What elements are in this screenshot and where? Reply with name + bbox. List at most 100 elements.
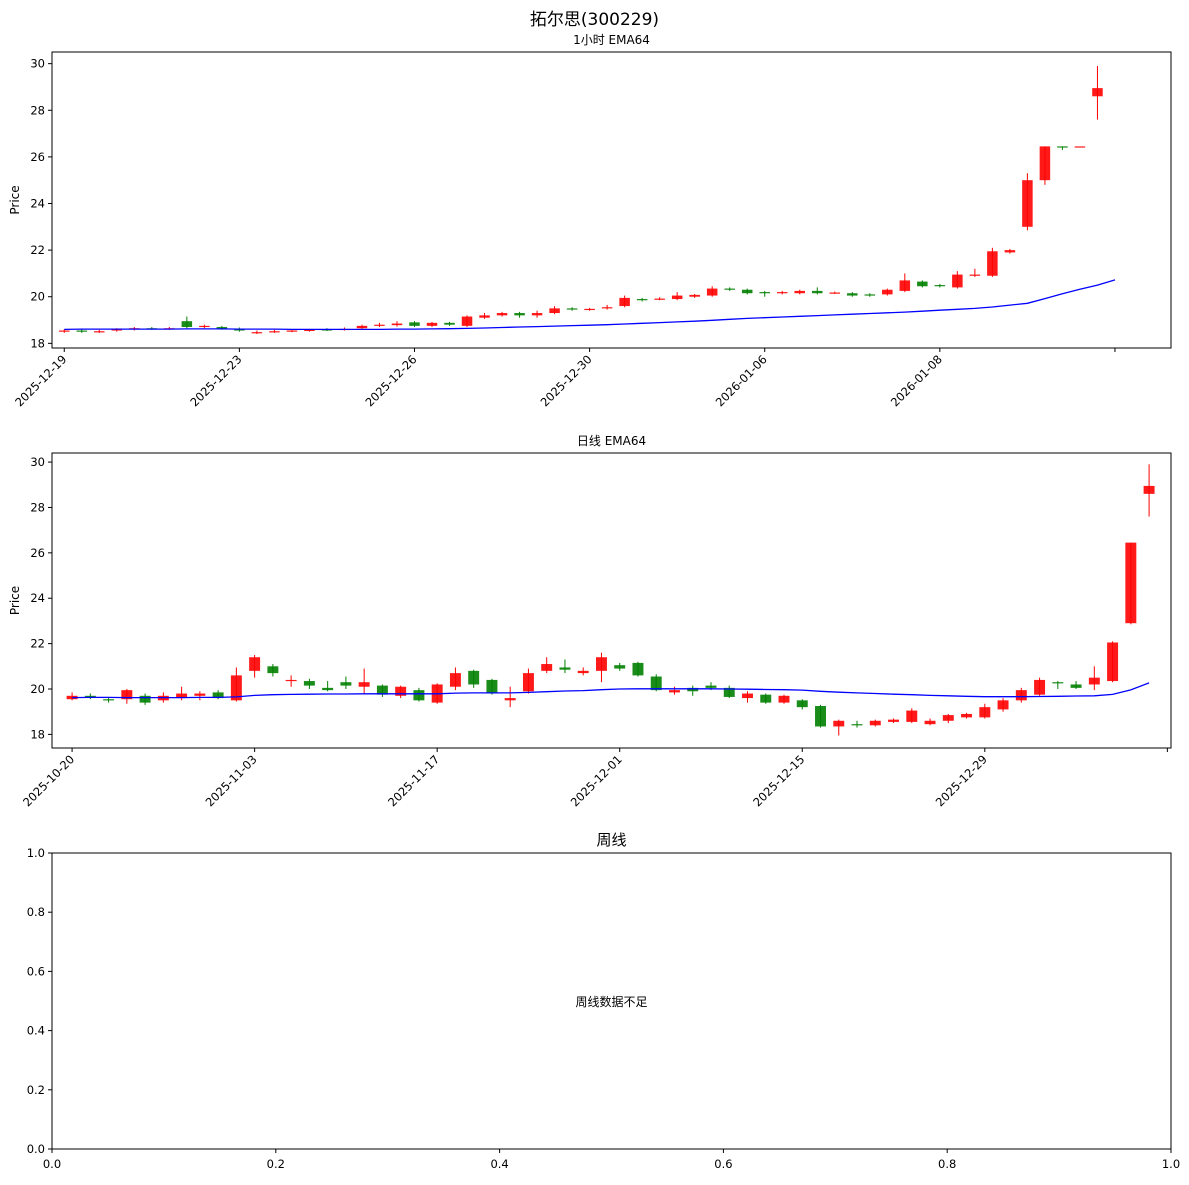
candle-body — [486, 679, 498, 694]
candle — [899, 273, 911, 293]
candle-body — [514, 313, 525, 316]
candle — [461, 315, 473, 328]
y-axis-label: Price — [8, 586, 22, 615]
candle — [614, 662, 626, 671]
candle — [199, 324, 210, 329]
candle — [358, 668, 370, 694]
candle-body — [794, 290, 806, 294]
candle — [522, 668, 534, 694]
candle — [997, 698, 1009, 712]
candle — [230, 667, 242, 702]
candle-body — [899, 280, 911, 291]
candle-body — [269, 331, 280, 333]
y-tick-label: 28 — [30, 103, 45, 117]
candle-body — [531, 313, 543, 316]
candle — [796, 699, 808, 710]
candle — [1088, 666, 1100, 691]
candle-body — [1143, 485, 1155, 494]
candle — [391, 321, 403, 327]
candle-body — [496, 313, 508, 316]
candle — [267, 664, 279, 677]
candle — [851, 720, 863, 728]
candle — [1004, 248, 1016, 254]
candle — [833, 719, 845, 736]
candle — [1034, 677, 1046, 696]
candle-body — [778, 695, 790, 703]
candle-body — [121, 690, 133, 700]
candle — [869, 719, 881, 727]
candle-body — [1092, 88, 1103, 97]
candle — [961, 712, 973, 719]
candle-body — [285, 679, 297, 682]
candle-body — [76, 330, 88, 332]
candle-body — [906, 710, 918, 722]
candle — [514, 311, 525, 318]
candle-body — [1088, 677, 1100, 685]
candle — [595, 652, 607, 683]
candle — [829, 291, 841, 294]
candle — [952, 271, 963, 289]
candle — [285, 675, 297, 687]
candle — [632, 661, 644, 677]
candle-body — [961, 713, 973, 718]
candle-body — [776, 292, 788, 294]
candle — [1107, 641, 1119, 683]
candle — [619, 295, 630, 308]
candle — [1022, 173, 1033, 231]
candle-body — [577, 670, 589, 674]
candle-body — [705, 685, 717, 688]
candle-body — [426, 322, 438, 326]
candle-body — [1107, 642, 1119, 682]
candle — [888, 718, 900, 724]
candle-body — [541, 664, 553, 671]
candle — [917, 280, 928, 288]
candle — [723, 685, 735, 699]
candle-body — [654, 298, 665, 300]
candle-body — [566, 308, 578, 310]
candle-body — [979, 707, 991, 718]
candle — [194, 691, 206, 701]
candle-body — [84, 695, 96, 698]
y-tick-label: 24 — [30, 591, 45, 605]
candle-body — [671, 295, 683, 300]
candle-body — [444, 322, 455, 325]
candle — [549, 306, 560, 315]
candle — [413, 687, 425, 702]
candle-body — [741, 289, 753, 294]
candle — [706, 286, 718, 297]
candle — [741, 288, 753, 295]
candle-body — [706, 288, 718, 296]
y-tick-label: 18 — [30, 336, 45, 350]
candle — [449, 667, 461, 691]
candle-body — [194, 693, 206, 696]
y-tick-label: 30 — [30, 455, 45, 469]
candle-body — [234, 329, 245, 331]
candle-body — [391, 323, 403, 326]
candle — [121, 689, 133, 704]
y-axis-label: Price — [8, 185, 22, 214]
candle-body — [111, 329, 123, 331]
candle-body — [212, 692, 224, 699]
x-tick-label: 0.4 — [490, 1157, 508, 1171]
candle-body — [449, 673, 461, 687]
candle — [724, 287, 735, 291]
candle-body — [1034, 679, 1046, 695]
candle-body — [1022, 180, 1033, 227]
candle — [942, 713, 954, 724]
candle — [969, 268, 981, 277]
candle — [444, 321, 455, 326]
candle — [979, 703, 991, 719]
candle-body — [619, 297, 630, 307]
candle — [103, 698, 115, 703]
candle-body — [829, 292, 841, 294]
candle-body — [851, 724, 863, 726]
candle — [541, 657, 553, 674]
candle — [794, 289, 806, 295]
y-tick-label: 26 — [30, 546, 45, 560]
candle — [654, 297, 665, 301]
candle-body — [724, 288, 735, 290]
candle-body — [650, 676, 662, 691]
candle — [531, 310, 543, 318]
candle-body — [987, 251, 998, 276]
